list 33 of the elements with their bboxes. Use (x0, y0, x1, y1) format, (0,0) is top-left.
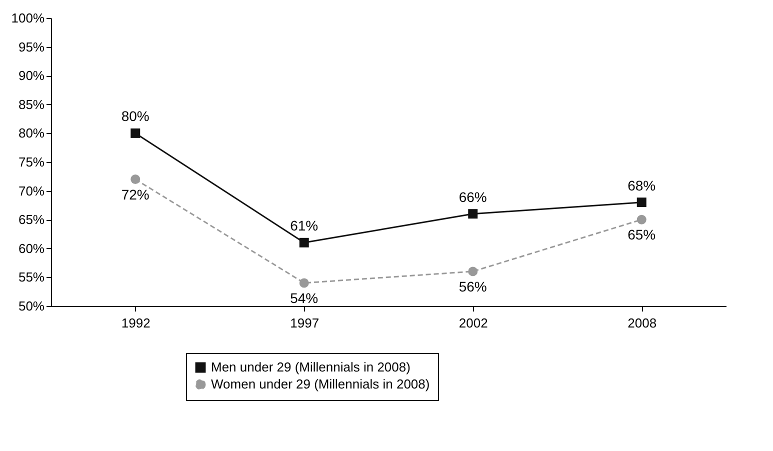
data-label: 68% (628, 177, 656, 194)
y-tick-label: 55% (18, 270, 45, 285)
x-tick-label: 2002 (458, 316, 488, 330)
y-tick-label: 85% (18, 96, 45, 112)
y-tick-label: 95% (18, 39, 45, 54)
data-label: 65% (628, 226, 656, 243)
data-label: 80% (121, 108, 150, 124)
y-tick-label: 80% (18, 126, 45, 141)
data-label: 56% (458, 278, 487, 294)
data-label: 66% (458, 188, 487, 205)
x-tick-label: 2008 (628, 316, 657, 330)
y-tick-label: 60% (18, 240, 45, 256)
point (299, 238, 309, 248)
x-tick-label: 1992 (121, 316, 150, 330)
data-label: 72% (121, 186, 150, 202)
point (299, 278, 309, 288)
point (636, 214, 646, 224)
point (130, 174, 140, 184)
y-tick-label: 50% (18, 298, 45, 314)
x-tick-label: 1997 (290, 316, 320, 330)
legend-label: Women under 29 (Millennials in 2008) (211, 376, 430, 392)
point (468, 266, 478, 276)
point (468, 209, 478, 219)
y-tick-label: 65% (18, 212, 45, 228)
legend-label: Men under 29 (Millennials in 2008) (211, 360, 410, 374)
data-label: 61% (290, 218, 318, 234)
point (636, 198, 646, 208)
y-tick-label: 70% (18, 183, 45, 198)
y-tick-label: 100% (11, 10, 45, 26)
point (130, 128, 140, 138)
data-label: 54% (290, 290, 318, 306)
y-tick-label: 75% (18, 154, 45, 170)
y-tick-label: 90% (18, 68, 45, 84)
